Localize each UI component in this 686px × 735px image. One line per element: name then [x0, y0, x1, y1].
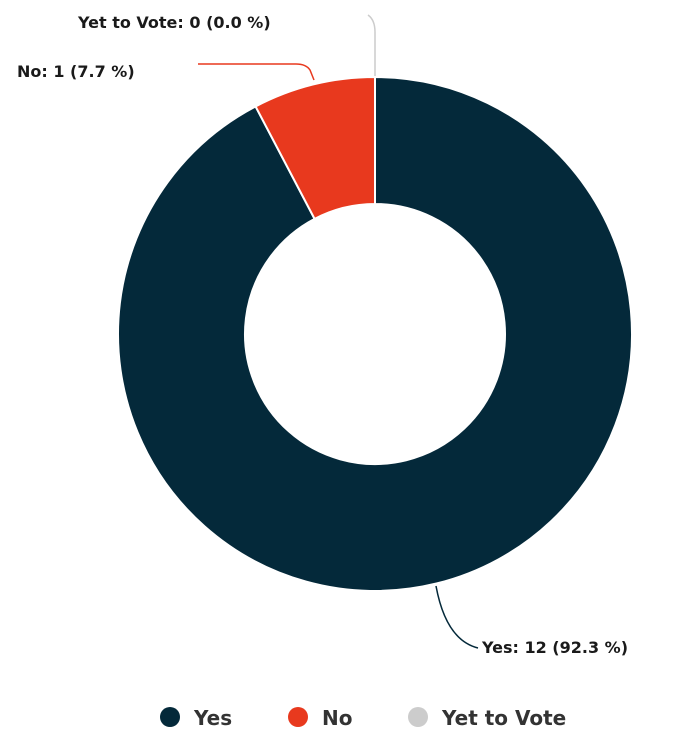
donut-slices: [117, 75, 633, 592]
legend: Yes No Yet to Vote: [160, 706, 566, 730]
legend-item-yes[interactable]: Yes: [160, 706, 232, 730]
legend-item-yet-to-vote[interactable]: Yet to Vote: [408, 706, 566, 730]
legend-label-no: No: [322, 706, 352, 730]
legend-item-no[interactable]: No: [288, 706, 352, 730]
slice-label-yes: Yes: 12 (92.3 %): [481, 638, 628, 657]
slice-yes[interactable]: [117, 75, 633, 592]
legend-marker-yes: [160, 707, 180, 727]
legend-marker-no: [288, 707, 308, 727]
label-connectors: [198, 14, 479, 649]
legend-marker-yet-to-vote: [408, 707, 428, 727]
connector-no: [198, 63, 315, 81]
slice-no[interactable]: [254, 75, 376, 221]
legend-label-yes: Yes: [193, 706, 232, 730]
connector-yet-to-vote: [367, 14, 376, 76]
slice-label-yet-to-vote: Yet to Vote: 0 (0.0 %): [77, 13, 271, 32]
connector-yes: [435, 585, 479, 649]
slice-label-no: No: 1 (7.7 %): [17, 62, 135, 81]
legend-label-yet-to-vote: Yet to Vote: [441, 706, 566, 730]
